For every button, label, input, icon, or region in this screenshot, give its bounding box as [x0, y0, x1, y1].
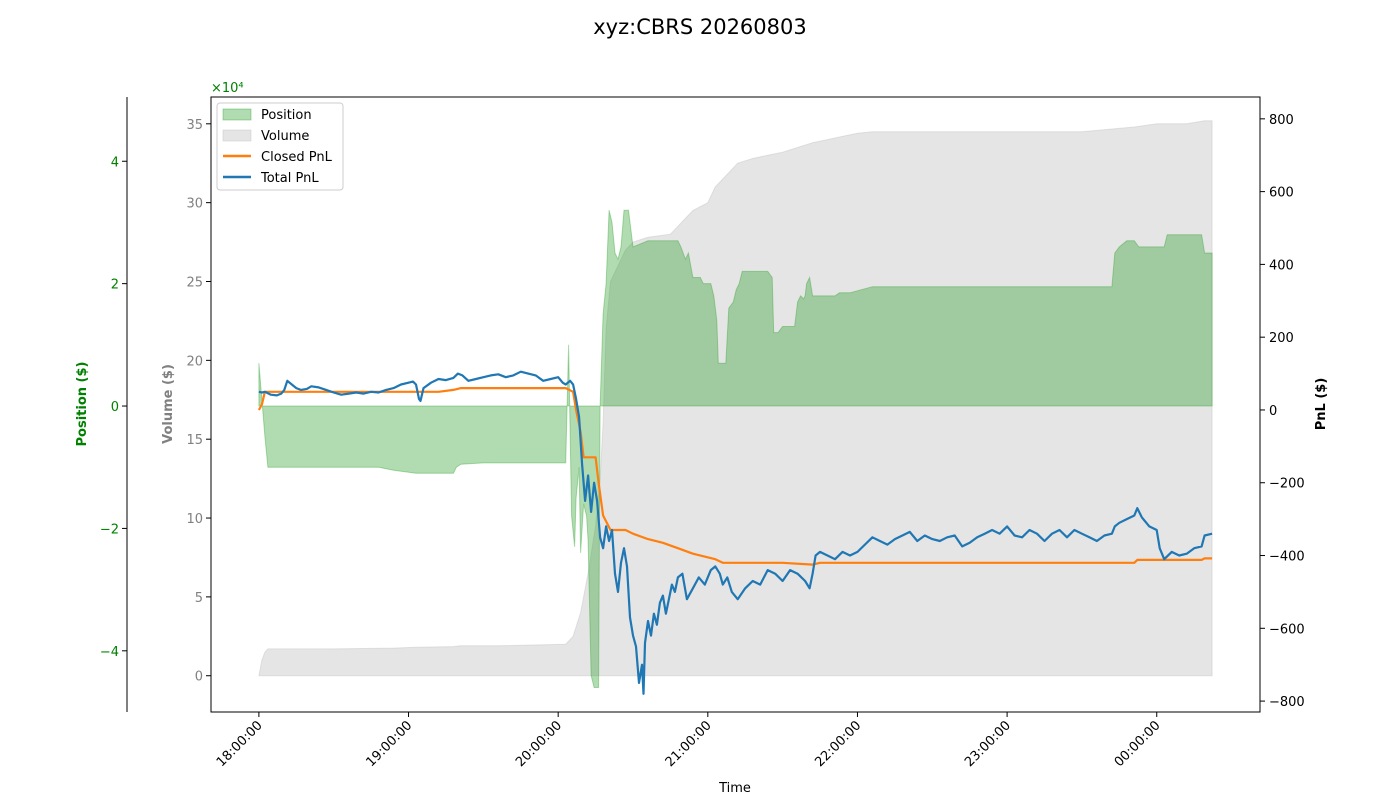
pnl-tick-label: 400 — [1269, 258, 1294, 273]
volume-axis-label: Volume ($) — [161, 364, 176, 444]
pnl-axis-label: PnL ($) — [1314, 378, 1329, 431]
pnl-tick-label: 800 — [1269, 113, 1294, 128]
pnl-tick-label: −800 — [1269, 695, 1305, 710]
x-axis-label: Time — [718, 781, 751, 796]
position-multiplier: ×10⁴ — [211, 81, 244, 96]
volume-tick-label: 30 — [186, 197, 203, 212]
x-tick-label: 21:00:00 — [663, 718, 715, 770]
volume-tick-label: 25 — [186, 276, 203, 291]
legend-label-position: Position — [261, 108, 312, 123]
x-tick-label: 19:00:00 — [363, 718, 415, 770]
volume-tick-label: 5 — [195, 591, 203, 606]
volume-axis: 0 5 10 15 20 25 30 35 — [186, 118, 211, 685]
pnl-tick-label: −200 — [1269, 477, 1305, 492]
series-layer — [257, 120, 1213, 695]
pnl-tick-label: 600 — [1269, 186, 1294, 201]
pnl-tick-label: −600 — [1269, 622, 1305, 637]
series-position-area — [258, 209, 1213, 688]
pnl-axis: −800 −600 −400 −200 0 200 400 600 800 — [1260, 113, 1305, 710]
x-tick-label: 00:00:00 — [1112, 718, 1164, 770]
x-tick-label: 23:00:00 — [962, 718, 1014, 770]
volume-tick-label: 10 — [186, 512, 203, 527]
x-axis: 18:00:00 19:00:00 20:00:00 21:00:00 22:00:00… — [214, 712, 1164, 770]
volume-tick-label: 35 — [186, 118, 203, 133]
volume-tick-label: 20 — [186, 354, 203, 369]
position-tick-label: −4 — [100, 645, 119, 660]
volume-tick-label: 15 — [186, 433, 203, 448]
plot-frame — [210, 96, 1261, 713]
legend-swatch-volume — [222, 129, 252, 142]
legend-frame — [216, 102, 344, 191]
legend-label-closed-pnl: Closed PnL — [261, 150, 333, 165]
series-volume-area — [258, 120, 1213, 677]
legend-label-volume: Volume — [261, 129, 309, 144]
x-tick-label: 20:00:00 — [513, 718, 565, 770]
position-axis: −4 −2 0 2 4 — [100, 155, 127, 660]
pnl-tick-label: 0 — [1269, 404, 1277, 419]
pnl-tick-label: 200 — [1269, 331, 1294, 346]
position-tick-label: −2 — [100, 522, 119, 537]
legend: Position Volume Closed PnL Total PnL — [216, 102, 344, 191]
volume-tick-label: 0 — [195, 670, 203, 685]
chart-title: xyz:CBRS 20260803 — [593, 15, 807, 39]
position-axis-label: Position ($) — [75, 362, 90, 447]
position-tick-label: 0 — [111, 400, 119, 415]
series-total-pnl-line — [258, 370, 1213, 695]
x-tick-label: 22:00:00 — [812, 718, 864, 770]
pnl-tick-label: −400 — [1269, 550, 1305, 565]
legend-label-total-pnl: Total PnL — [260, 171, 319, 186]
series-closed-pnl-line — [257, 387, 1213, 566]
x-tick-label: 18:00:00 — [214, 718, 266, 770]
position-tick-label: 4 — [111, 155, 119, 170]
legend-swatch-position — [222, 108, 252, 121]
position-tick-label: 2 — [111, 278, 119, 293]
